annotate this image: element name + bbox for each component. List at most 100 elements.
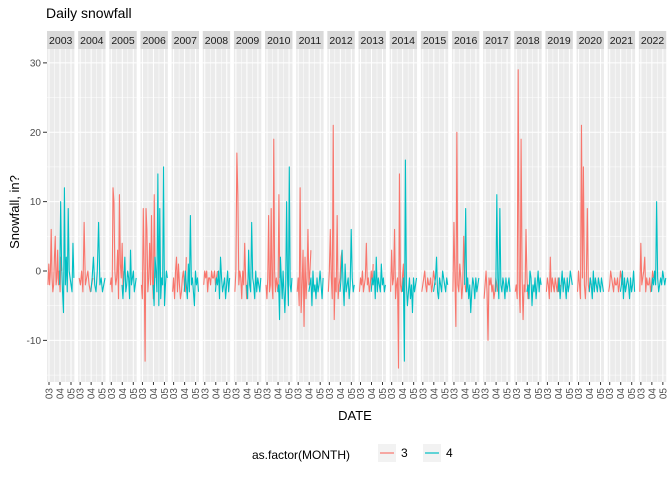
x-tick-label: 03	[512, 388, 523, 400]
x-tick-label: 04	[460, 388, 471, 400]
x-tick-label: 04	[367, 388, 378, 400]
facet-strip	[78, 31, 106, 49]
facet-strip-label: 2006	[142, 35, 166, 47]
facet-strip-label: 2007	[174, 35, 198, 47]
series-line-month-3	[327, 124, 343, 321]
x-tick-label: 03	[356, 388, 367, 400]
x-tick-label: 03	[325, 388, 336, 400]
facet-strip-label: 2013	[361, 35, 385, 47]
x-tick-label: 04	[305, 388, 316, 400]
facet-strip-label: 2009	[236, 35, 260, 47]
x-tick-label: 03	[263, 388, 274, 400]
facet-strip-label: 2003	[49, 35, 73, 47]
x-tick-label: 04	[336, 388, 347, 400]
facet-panel-2017: 2017 03 04 05	[481, 31, 514, 399]
facet-panel-2008: 2008 03 04 05	[200, 31, 233, 399]
series-line-month-4	[152, 166, 168, 307]
facet-panel-2022: 2022 03 04 05	[636, 31, 669, 399]
legend: as.factor(MONTH) 3 4	[252, 444, 453, 462]
x-tick-label: 04	[118, 388, 129, 400]
x-tick-label: 05	[596, 388, 607, 400]
x-tick-label: 05	[67, 388, 78, 400]
y-tick-label: 10	[30, 197, 42, 208]
x-tick-label: 04	[274, 388, 285, 400]
facet-strip	[358, 31, 386, 49]
x-tick-label: 03	[138, 388, 149, 400]
facet-strip-label: 2005	[111, 35, 135, 47]
series-line-month-3	[514, 69, 530, 321]
x-tick-label: 04	[242, 388, 253, 400]
x-tick-label: 04	[554, 388, 565, 400]
series-line-month-4	[588, 270, 604, 300]
y-tick-label: -10	[27, 336, 42, 347]
x-tick-label: 05	[160, 388, 171, 400]
x-axis-title: DATE	[338, 408, 372, 423]
legend-title: as.factor(MONTH)	[252, 448, 350, 462]
panel-background	[109, 49, 137, 382]
facet-strip	[171, 31, 199, 49]
series-line-month-3	[639, 242, 655, 293]
x-tick-label: 03	[605, 388, 616, 400]
facet-panel-2005: 2005 03 04 05	[107, 31, 140, 399]
facet-strip	[47, 31, 75, 49]
x-tick-label: 04	[180, 388, 191, 400]
facet-strip-label: 2010	[267, 35, 291, 47]
facet-strip	[420, 31, 449, 49]
series-line-month-3	[109, 187, 125, 300]
x-tick-label: 05	[378, 388, 389, 400]
y-axis-title: Snowfall, in?	[7, 175, 22, 249]
x-tick-label: 03	[449, 388, 460, 400]
x-tick-label: 05	[440, 388, 451, 400]
panel-background	[420, 49, 449, 382]
x-tick-label: 04	[647, 388, 658, 400]
facet-panel-2012: 2012 03 04 05	[325, 31, 358, 399]
legend-entry-label: 4	[446, 446, 453, 460]
x-tick-label: 05	[409, 388, 420, 400]
facet-strip-label: 2008	[205, 35, 229, 47]
series-line-month-3	[203, 270, 218, 293]
facet-strip-label: 2015	[423, 35, 447, 47]
series-line-month-4	[401, 159, 418, 362]
panel-background	[171, 49, 199, 382]
facet-panel-2006: 2006 03 04 05	[138, 31, 171, 399]
facet-strip	[638, 31, 667, 49]
y-tick-label: 30	[30, 58, 42, 69]
x-tick-label: 03	[418, 388, 429, 400]
facet-strip	[140, 31, 168, 49]
x-tick-label: 04	[398, 388, 409, 400]
legend-entry-3: 3	[378, 444, 408, 462]
facet-panel-2016: 2016 03 04 05	[449, 31, 482, 399]
facet-panel-2009: 2009 03 04 05	[231, 31, 264, 399]
x-tick-label: 05	[471, 388, 482, 400]
panel-background	[358, 49, 386, 382]
series-line-month-4	[557, 270, 573, 300]
series-line-month-3	[608, 270, 623, 293]
x-tick-label: 05	[222, 388, 233, 400]
panel-background	[78, 49, 106, 382]
facet-panel-2011: 2011 03 04 05	[294, 31, 327, 399]
facet-panel-2004: 2004 03 04 05	[76, 31, 109, 399]
x-tick-label: 05	[534, 388, 545, 400]
x-tick-label: 05	[627, 388, 638, 400]
x-tick-label: 03	[481, 388, 492, 400]
facet-panel-2014: 2014 03 04 05	[387, 31, 420, 399]
facet-panel-2013: 2013 03 04 05	[356, 31, 389, 399]
panel-background	[202, 49, 231, 382]
x-tick-label: 03	[294, 388, 305, 400]
x-tick-label: 03	[636, 388, 647, 400]
x-tick-label: 04	[585, 388, 596, 400]
facet-panel-2019: 2019 03 04 05	[543, 31, 576, 399]
facet-strip-label: 2014	[392, 35, 416, 47]
facet-strip	[109, 31, 137, 49]
facet-strip-label: 2016	[454, 35, 478, 47]
series-line-month-3	[296, 187, 312, 328]
series-line-month-4	[90, 221, 106, 293]
y-tick-label: 20	[30, 128, 42, 139]
legend-entry-label: 3	[401, 446, 408, 460]
series-line-month-4	[651, 201, 667, 293]
facet-panel-2021: 2021 03 04 05	[605, 31, 638, 399]
facet-strip	[451, 31, 480, 49]
panel-background	[638, 49, 667, 382]
x-tick-label: 04	[56, 388, 67, 400]
